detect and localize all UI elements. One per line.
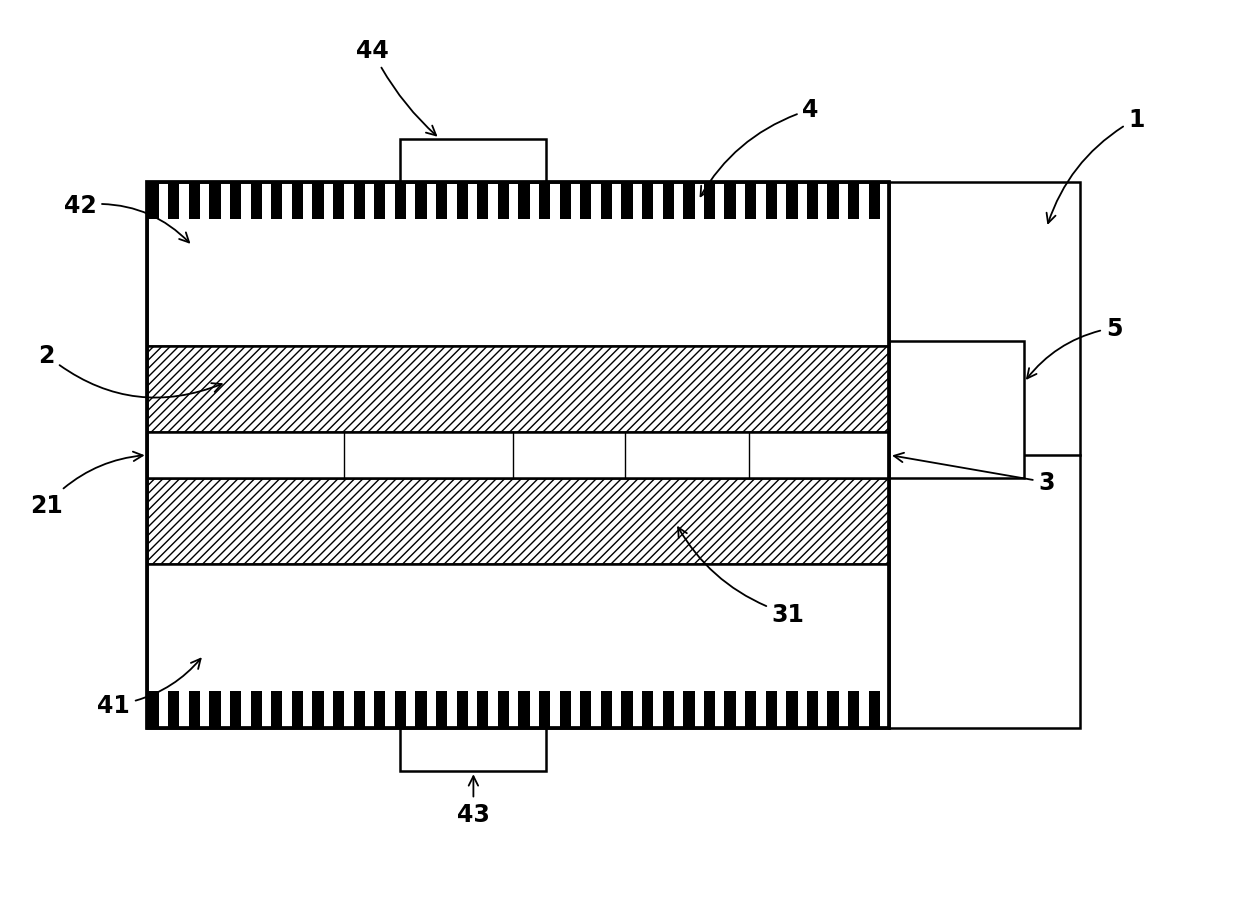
Bar bbox=[787, 691, 798, 728]
Bar bbox=[622, 691, 633, 728]
Bar bbox=[353, 691, 364, 728]
Bar bbox=[271, 183, 282, 220]
Bar bbox=[456, 691, 468, 728]
Bar bbox=[725, 691, 736, 728]
Bar bbox=[704, 183, 715, 220]
Bar bbox=[539, 183, 550, 220]
Bar bbox=[869, 691, 880, 728]
Text: 5: 5 bbox=[1027, 316, 1123, 379]
Bar bbox=[539, 691, 550, 728]
Bar bbox=[745, 691, 756, 728]
Text: 2: 2 bbox=[38, 343, 222, 398]
Bar bbox=[890, 342, 1025, 478]
Bar bbox=[395, 183, 406, 220]
Bar bbox=[518, 183, 530, 220]
Bar bbox=[513, 433, 626, 478]
Bar bbox=[498, 691, 509, 728]
Bar bbox=[169, 691, 180, 728]
Bar bbox=[766, 691, 777, 728]
Bar bbox=[663, 183, 674, 220]
Bar bbox=[518, 691, 530, 728]
Text: 43: 43 bbox=[457, 776, 489, 826]
Bar bbox=[890, 183, 1080, 728]
Bar bbox=[312, 183, 323, 220]
Bar bbox=[147, 433, 890, 478]
Bar bbox=[456, 183, 468, 220]
Bar bbox=[147, 183, 890, 346]
Text: 1: 1 bbox=[1047, 107, 1145, 224]
Bar bbox=[291, 691, 304, 728]
Bar bbox=[415, 691, 426, 728]
Bar bbox=[601, 691, 612, 728]
Bar bbox=[230, 691, 242, 728]
Bar bbox=[560, 183, 571, 220]
Bar bbox=[395, 691, 406, 728]
Bar bbox=[498, 183, 509, 220]
Bar bbox=[847, 691, 860, 728]
Bar bbox=[147, 691, 159, 728]
Bar bbox=[147, 183, 159, 220]
Bar bbox=[725, 183, 736, 220]
Bar bbox=[477, 691, 488, 728]
Bar bbox=[271, 691, 282, 728]
Bar bbox=[869, 183, 880, 220]
Bar bbox=[353, 183, 364, 220]
Bar bbox=[601, 183, 612, 220]
Bar bbox=[333, 183, 344, 220]
Bar bbox=[250, 183, 261, 220]
Text: 41: 41 bbox=[98, 659, 201, 717]
Bar bbox=[847, 183, 860, 220]
Text: 21: 21 bbox=[30, 452, 142, 517]
Bar bbox=[250, 691, 261, 728]
Bar bbox=[209, 691, 221, 728]
Bar bbox=[374, 183, 385, 220]
Bar bbox=[312, 691, 323, 728]
Bar bbox=[333, 691, 344, 728]
Text: 44: 44 bbox=[356, 39, 436, 137]
Text: 3: 3 bbox=[895, 454, 1054, 495]
Text: 4: 4 bbox=[700, 98, 819, 197]
Bar bbox=[642, 691, 653, 728]
Bar bbox=[188, 183, 199, 220]
Bar bbox=[745, 183, 756, 220]
Bar bbox=[147, 346, 890, 433]
Bar bbox=[436, 691, 447, 728]
Bar bbox=[787, 183, 798, 220]
Bar bbox=[209, 183, 221, 220]
Bar bbox=[477, 183, 488, 220]
Bar bbox=[828, 691, 839, 728]
Bar bbox=[807, 691, 818, 728]
Bar bbox=[683, 691, 695, 728]
Bar bbox=[147, 565, 890, 728]
Bar bbox=[560, 691, 571, 728]
Bar bbox=[147, 478, 890, 565]
Bar bbox=[642, 183, 653, 220]
Bar bbox=[626, 433, 748, 478]
Bar bbox=[436, 183, 447, 220]
Bar bbox=[580, 183, 591, 220]
Text: 42: 42 bbox=[63, 194, 190, 243]
Bar bbox=[663, 691, 674, 728]
Bar bbox=[400, 139, 546, 183]
Bar bbox=[344, 433, 513, 478]
Bar bbox=[188, 691, 199, 728]
Bar bbox=[683, 183, 695, 220]
Bar bbox=[828, 183, 839, 220]
Bar bbox=[766, 183, 777, 220]
Text: 31: 31 bbox=[678, 527, 804, 627]
Bar bbox=[147, 433, 344, 478]
Bar bbox=[291, 183, 304, 220]
Bar bbox=[169, 183, 180, 220]
Bar bbox=[622, 183, 633, 220]
Bar bbox=[400, 728, 546, 772]
Bar bbox=[580, 691, 591, 728]
Bar bbox=[415, 183, 426, 220]
Bar bbox=[748, 433, 890, 478]
Bar bbox=[147, 183, 890, 728]
Bar bbox=[704, 691, 715, 728]
Bar bbox=[230, 183, 242, 220]
Bar bbox=[374, 691, 385, 728]
Bar bbox=[807, 183, 818, 220]
